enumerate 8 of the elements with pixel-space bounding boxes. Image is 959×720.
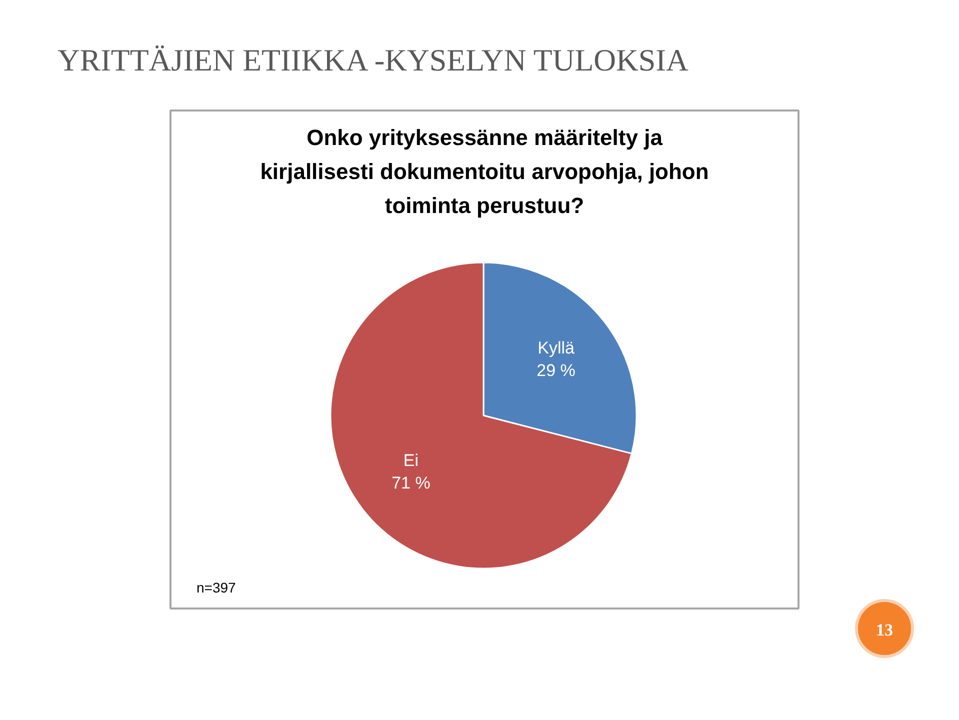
data-label: 29 % bbox=[536, 361, 576, 380]
chart-subtitle: Onko yrityksessänne määritelty ja kirjallisesti dokumentoitu arvopohja, johon toiminta perustuu? bbox=[260, 125, 709, 218]
slice-label: Kyllä bbox=[538, 338, 576, 358]
text: n=397 bbox=[196, 580, 236, 596]
data-label: 71 % bbox=[392, 474, 430, 493]
chart-title: YRITTÄJIEN ETIIKKA -KYSELYN TULOKSIA bbox=[58, 42, 689, 78]
text: 13 bbox=[876, 620, 893, 640]
slice-label: Ei bbox=[403, 450, 419, 470]
